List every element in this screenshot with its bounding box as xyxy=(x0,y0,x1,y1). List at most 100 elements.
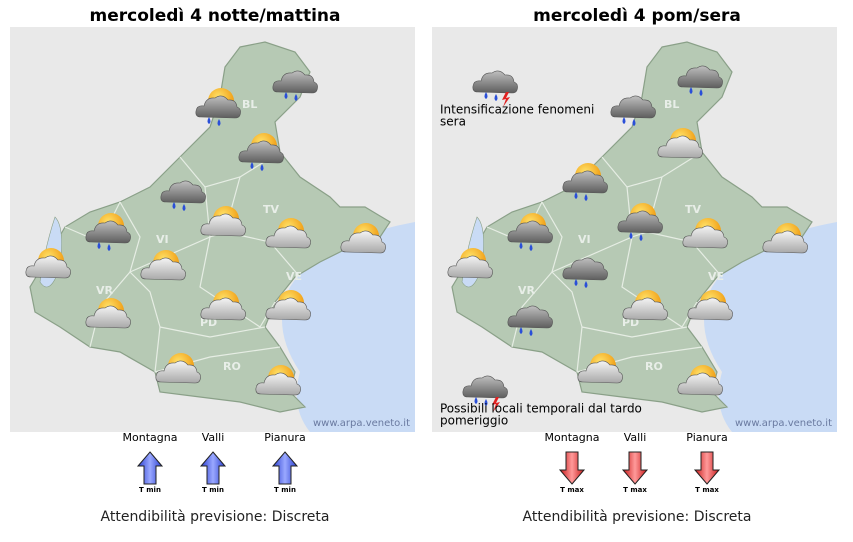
province-label: RO xyxy=(645,360,663,373)
lightning xyxy=(492,397,500,412)
rain-drop xyxy=(250,162,254,169)
trend-label: T max xyxy=(560,486,584,494)
weather-icon xyxy=(200,206,246,237)
province-label: BL xyxy=(242,98,257,111)
sea xyxy=(282,222,415,432)
cloud xyxy=(622,297,668,321)
province-border xyxy=(129,235,276,328)
weather-icon xyxy=(622,290,668,321)
weather-icon xyxy=(85,298,131,329)
trend-arrow-down xyxy=(693,451,721,485)
weather-icon xyxy=(140,250,186,281)
weather-icon xyxy=(195,88,241,126)
weather-icon xyxy=(762,223,808,254)
rain-drop xyxy=(217,119,221,126)
cloud xyxy=(272,70,318,94)
forecast-note: Intensificazione fenomeni xyxy=(440,103,594,117)
watermark: www.arpa.veneto.it xyxy=(313,418,410,429)
rain-drop xyxy=(484,92,488,99)
panel-title: mercoledì 4 pom/sera xyxy=(533,6,741,26)
cloud xyxy=(682,225,728,249)
cloud xyxy=(472,70,518,94)
cloud xyxy=(340,230,386,254)
zone-label: Pianura xyxy=(686,431,727,444)
rain-drop xyxy=(699,89,703,96)
weather-icon xyxy=(272,70,318,101)
forecast-note: sera xyxy=(440,115,466,129)
rain-drop xyxy=(182,204,186,211)
rain-drop xyxy=(207,117,211,124)
province-label: BL xyxy=(664,98,679,111)
weather-icon xyxy=(562,257,608,288)
rain-drop xyxy=(584,194,588,201)
trend-arrow-up xyxy=(199,451,227,485)
weather-icon xyxy=(610,95,656,126)
cloud xyxy=(507,305,553,329)
province-label: VR xyxy=(96,284,114,297)
rain-drop xyxy=(574,192,578,199)
weather-icon xyxy=(677,65,723,96)
cloud xyxy=(507,220,553,244)
weather-icon xyxy=(657,128,703,159)
rain-drop xyxy=(519,327,523,334)
reliability: Attendibilità previsione: Discreta xyxy=(101,509,330,525)
province-border xyxy=(551,235,698,328)
rain-drop xyxy=(294,94,298,101)
rain-drop xyxy=(632,119,636,126)
weather-icon xyxy=(200,290,246,321)
cloud xyxy=(85,220,131,244)
weather-icon xyxy=(447,248,493,279)
weather-icon xyxy=(507,213,553,251)
trend-arrow-down xyxy=(558,451,586,485)
weather-icon xyxy=(265,290,311,321)
weather-icon xyxy=(255,365,301,396)
cloud xyxy=(762,230,808,254)
forecast-note: Possibili locali temporali dal tardo xyxy=(440,402,642,416)
zone-label: Montagna xyxy=(545,431,600,444)
trend-label: T max xyxy=(695,486,719,494)
zone-label: Valli xyxy=(624,431,647,444)
weather-icon xyxy=(85,213,131,251)
weather-icon xyxy=(577,353,623,384)
trend-label: T min xyxy=(274,486,296,494)
province-label: VE xyxy=(708,270,724,283)
province-label: VI xyxy=(156,233,169,246)
rain-drop xyxy=(494,94,498,101)
trend-arrow-up xyxy=(271,451,299,485)
cloud xyxy=(265,225,311,249)
cloud xyxy=(160,180,206,204)
weather-icon xyxy=(617,203,663,241)
rain-drop xyxy=(574,279,578,286)
rain-drop xyxy=(529,329,533,336)
cloud xyxy=(447,255,493,279)
zone-label: Montagna xyxy=(123,431,178,444)
province-border xyxy=(511,271,553,348)
trend-label: T max xyxy=(623,486,647,494)
cloud xyxy=(677,372,723,396)
cloud xyxy=(577,360,623,384)
zone-label: Valli xyxy=(202,431,225,444)
weather-icon xyxy=(462,375,508,412)
panel-title: mercoledì 4 notte/mattina xyxy=(89,6,340,26)
weather-icon xyxy=(677,365,723,396)
weather-icon xyxy=(682,218,728,249)
province-label: RO xyxy=(223,360,241,373)
rain-drop xyxy=(172,202,176,209)
province-label: TV xyxy=(685,203,702,216)
weather-icon xyxy=(472,70,518,107)
trend-arrow-up xyxy=(136,451,164,485)
cloud xyxy=(462,375,508,399)
cloud xyxy=(562,257,608,281)
cloud xyxy=(617,210,663,234)
rain-drop xyxy=(484,399,488,406)
rain-drop xyxy=(97,242,101,249)
province-label: VI xyxy=(578,233,591,246)
province-border xyxy=(581,326,688,338)
cloud xyxy=(610,95,656,119)
trend-arrow-down xyxy=(621,451,649,485)
province-border xyxy=(179,151,281,188)
rain-drop xyxy=(474,397,478,404)
